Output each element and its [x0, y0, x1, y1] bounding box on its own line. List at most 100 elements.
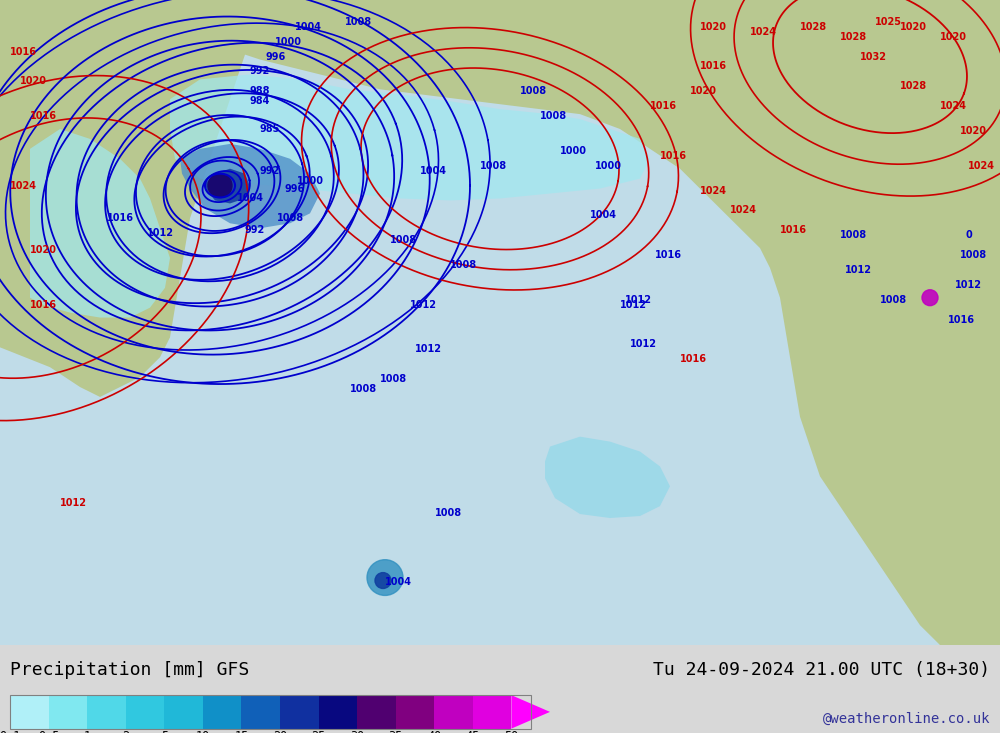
- Text: 996: 996: [265, 51, 285, 62]
- Text: 1012: 1012: [845, 265, 872, 275]
- Polygon shape: [205, 169, 250, 204]
- Text: Tu 24-09-2024 21.00 UTC (18+30): Tu 24-09-2024 21.00 UTC (18+30): [653, 661, 990, 679]
- Text: 1016: 1016: [948, 314, 975, 325]
- Bar: [10, 695, 49, 729]
- Text: 15: 15: [234, 730, 249, 733]
- Text: 1008: 1008: [960, 250, 987, 260]
- Text: 1024: 1024: [750, 26, 777, 37]
- Circle shape: [375, 572, 391, 589]
- Text: 1012: 1012: [955, 280, 982, 290]
- Text: 1028: 1028: [840, 32, 867, 42]
- Text: 30: 30: [350, 730, 364, 733]
- Bar: [280, 695, 319, 729]
- Text: 1016: 1016: [660, 151, 687, 161]
- Bar: [49, 695, 87, 729]
- Text: 1008: 1008: [276, 213, 304, 224]
- Text: 1008: 1008: [345, 17, 372, 27]
- Text: 1016: 1016: [700, 62, 727, 71]
- Text: 1000: 1000: [275, 37, 302, 47]
- Circle shape: [367, 560, 403, 595]
- Text: 10: 10: [196, 730, 210, 733]
- Text: 1004: 1004: [237, 194, 264, 204]
- Text: 1008: 1008: [380, 374, 407, 384]
- Text: 1000: 1000: [296, 176, 324, 185]
- Text: 1012: 1012: [410, 300, 437, 309]
- Text: 1016: 1016: [10, 47, 37, 56]
- Text: 20: 20: [273, 730, 287, 733]
- Text: 1016: 1016: [30, 111, 57, 121]
- Text: 1004: 1004: [590, 210, 617, 221]
- Text: 1008: 1008: [520, 86, 547, 96]
- Text: 1000: 1000: [595, 161, 622, 171]
- Text: 0.1: 0.1: [0, 730, 21, 733]
- Text: 1020: 1020: [30, 245, 57, 255]
- Text: 1008: 1008: [350, 384, 377, 394]
- Polygon shape: [30, 129, 170, 317]
- Text: 1024: 1024: [940, 101, 967, 111]
- Text: Precipitation [mm] GFS: Precipitation [mm] GFS: [10, 661, 249, 679]
- Text: 1008: 1008: [880, 295, 907, 305]
- Text: 1020: 1020: [20, 76, 47, 86]
- Bar: [126, 695, 164, 729]
- Text: 988: 988: [250, 86, 270, 96]
- Text: 1012: 1012: [60, 498, 87, 508]
- Bar: [10, 695, 531, 729]
- Text: 40: 40: [427, 730, 441, 733]
- Polygon shape: [545, 437, 670, 518]
- Bar: [473, 695, 511, 729]
- Bar: [203, 695, 241, 729]
- Bar: [357, 695, 396, 729]
- Text: 1012: 1012: [630, 339, 657, 350]
- Text: 1000: 1000: [560, 146, 587, 156]
- Text: 992: 992: [250, 67, 270, 76]
- Text: 2: 2: [122, 730, 129, 733]
- Text: 1004: 1004: [385, 578, 412, 587]
- Text: 1020: 1020: [700, 22, 727, 32]
- Text: 1008: 1008: [480, 161, 507, 171]
- Text: 984: 984: [250, 96, 270, 106]
- Text: 1008: 1008: [390, 235, 417, 245]
- Text: 1004: 1004: [295, 22, 322, 32]
- Text: 1: 1: [84, 730, 91, 733]
- Bar: [396, 695, 434, 729]
- Polygon shape: [511, 695, 550, 729]
- Text: 50: 50: [504, 730, 519, 733]
- Text: 0: 0: [965, 230, 972, 240]
- Text: 1012: 1012: [146, 228, 174, 238]
- Text: 1004: 1004: [420, 166, 447, 176]
- Text: 5: 5: [161, 730, 168, 733]
- Text: 1016: 1016: [106, 213, 134, 224]
- Bar: [319, 695, 357, 729]
- Text: 1028: 1028: [800, 22, 827, 32]
- Text: 985: 985: [260, 124, 280, 134]
- Text: 1012: 1012: [415, 345, 442, 354]
- Text: @weatheronline.co.uk: @weatheronline.co.uk: [822, 712, 990, 726]
- Text: 992: 992: [245, 225, 265, 235]
- Text: 1025: 1025: [875, 17, 902, 27]
- Polygon shape: [0, 0, 260, 397]
- Text: 0.5: 0.5: [38, 730, 59, 733]
- Text: 1016: 1016: [30, 300, 57, 309]
- Bar: [87, 695, 126, 729]
- Text: 1016: 1016: [650, 101, 677, 111]
- Text: 1024: 1024: [10, 180, 37, 191]
- Text: 45: 45: [466, 730, 480, 733]
- Text: 1020: 1020: [900, 22, 927, 32]
- Text: 1028: 1028: [900, 81, 927, 92]
- Circle shape: [922, 290, 938, 306]
- Text: 1032: 1032: [860, 51, 887, 62]
- Text: 1020: 1020: [690, 86, 717, 96]
- Text: 1016: 1016: [655, 250, 682, 260]
- Bar: [164, 695, 203, 729]
- Text: 996: 996: [285, 183, 305, 194]
- Text: 1020: 1020: [940, 32, 967, 42]
- Text: 992: 992: [260, 166, 280, 176]
- Text: 1012: 1012: [620, 300, 647, 309]
- Text: 1008: 1008: [435, 508, 462, 518]
- Bar: [434, 695, 473, 729]
- Text: 1008: 1008: [840, 230, 867, 240]
- Text: 25: 25: [311, 730, 326, 733]
- Text: 1008: 1008: [540, 111, 567, 121]
- Text: 1020: 1020: [960, 126, 987, 136]
- Polygon shape: [180, 144, 320, 228]
